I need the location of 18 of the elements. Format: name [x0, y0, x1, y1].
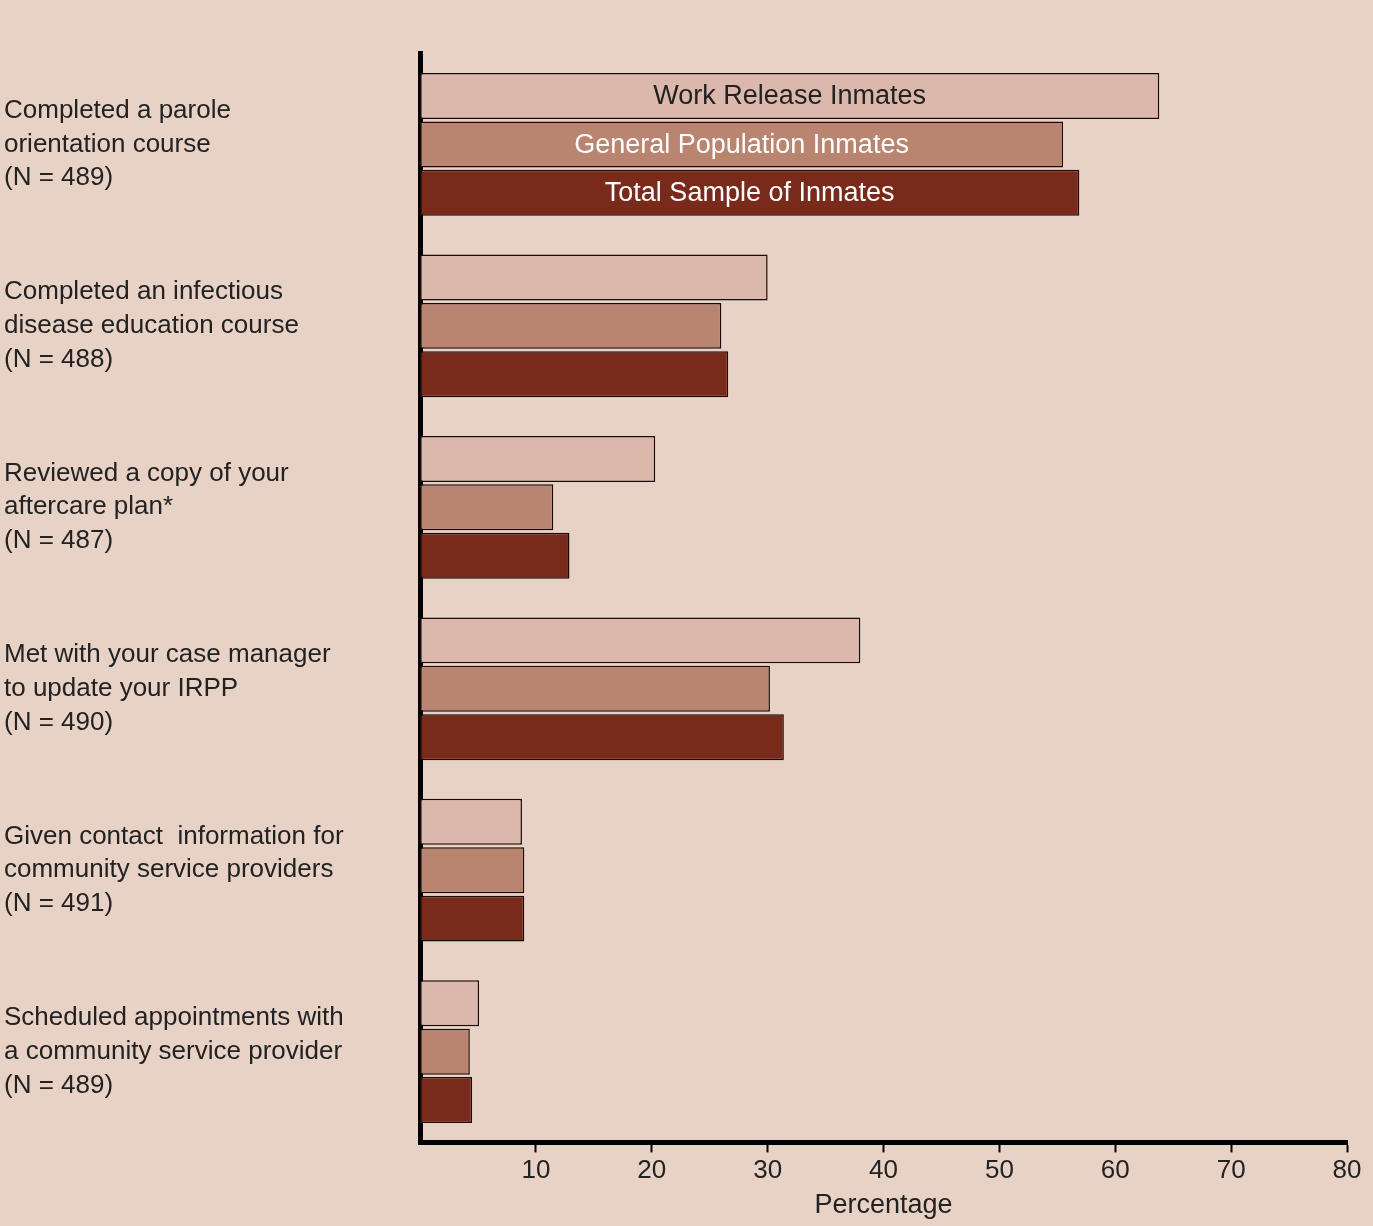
series-label: Work Release Inmates [653, 80, 926, 111]
x-tick-label: 20 [637, 1154, 667, 1185]
x-axis-title: Percentage [814, 1189, 953, 1220]
x-tick-label: 30 [753, 1154, 783, 1185]
x-tick-label: 80 [1332, 1154, 1362, 1185]
y-tick-label: Completed a parole orientation course (N = 489) [4, 93, 231, 192]
series-label: General Population Inmates [574, 128, 909, 159]
x-tick-label: 60 [1100, 1154, 1130, 1185]
y-tick-label: Given contact information for community service providers (N = 491) [4, 819, 344, 918]
y-tick-label: Met with your case manager to update your IRPP (N = 490) [4, 638, 331, 736]
x-tick-label: 10 [521, 1154, 551, 1185]
x-tick-label: 50 [984, 1154, 1014, 1185]
y-tick-label: Reviewed a copy of your aftercare plan* (N = 487) [4, 456, 290, 555]
y-tick-label: Completed an infectious disease education course (N = 488) [4, 275, 299, 373]
y-tick-label: Scheduled appointments with a community service provider (N = 489) [4, 1001, 344, 1099]
x-tick-label: 40 [869, 1154, 898, 1185]
series-label: Total Sample of Inmates [604, 177, 895, 208]
x-tick-label: 70 [1216, 1154, 1246, 1185]
